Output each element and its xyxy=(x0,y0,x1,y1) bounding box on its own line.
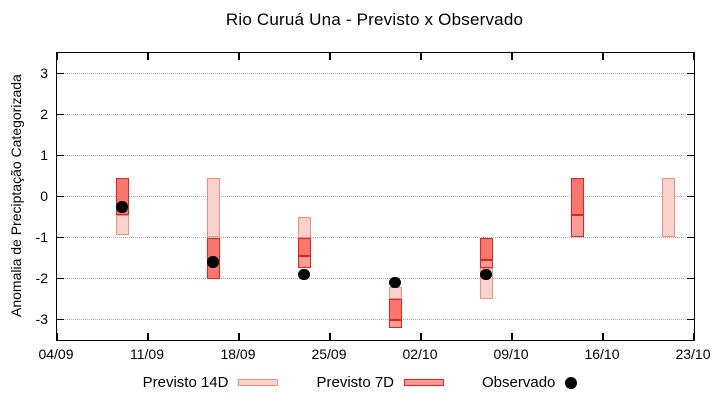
forecast-box-segment xyxy=(388,286,402,299)
y-tick-mark xyxy=(57,236,64,239)
y-tick-mark xyxy=(687,195,694,198)
observed-dot-swatch xyxy=(565,376,578,389)
y-tick-mark xyxy=(57,195,64,198)
forecast-box-segment xyxy=(570,178,584,215)
previsto-7d-swatch xyxy=(404,379,445,386)
y-tick-label: 3 xyxy=(40,64,48,81)
x-tick-label: 16/10 xyxy=(584,346,620,362)
x-tick-label: 09/10 xyxy=(493,346,529,362)
forecast-box-segment xyxy=(297,255,311,269)
forecast-box-segment xyxy=(115,214,129,236)
gridline xyxy=(57,113,694,115)
previsto-14d-swatch xyxy=(238,379,279,386)
x-tick-mark xyxy=(56,53,58,60)
y-tick-mark xyxy=(687,277,694,280)
plot-area xyxy=(56,52,695,341)
y-tick-mark xyxy=(57,277,64,280)
x-tick-mark xyxy=(56,333,58,340)
gridline xyxy=(57,72,694,74)
forecast-box-segment xyxy=(388,299,402,320)
legend-label: Previsto 14D xyxy=(142,374,229,391)
observed-point xyxy=(480,268,492,281)
x-tick-mark xyxy=(147,53,149,60)
forecast-box-segment xyxy=(479,260,493,269)
x-tick-mark xyxy=(602,333,604,340)
legend-label: Observado xyxy=(482,374,556,391)
y-tick-mark xyxy=(687,72,694,75)
x-tick-label: 11/09 xyxy=(130,346,164,362)
legend: Previsto 14D Previsto 7D Observado xyxy=(0,374,720,391)
chart-title: Rio Curuá Una - Previsto x Observado xyxy=(225,10,524,29)
observed-point xyxy=(389,276,401,289)
observed-point xyxy=(298,268,310,281)
y-tick-mark xyxy=(57,318,64,321)
gridline xyxy=(57,277,694,279)
forecast-box-segment xyxy=(661,178,675,238)
legend-item: Previsto 7D xyxy=(316,374,445,391)
y-tick-mark xyxy=(687,154,694,157)
forecast-box-segment xyxy=(388,319,402,328)
y-tick-label: -1 xyxy=(35,228,48,245)
y-tick-mark xyxy=(57,113,64,116)
y-tick-mark xyxy=(687,113,694,116)
y-tick-label: 0 xyxy=(40,187,48,204)
x-tick-mark xyxy=(602,53,604,60)
x-tick-label: 18/09 xyxy=(220,346,256,362)
x-tick-label: 23/10 xyxy=(675,346,711,362)
x-tick-mark xyxy=(147,333,149,340)
x-tick-label: 04/09 xyxy=(38,346,74,362)
x-tick-mark xyxy=(693,53,695,60)
gridline xyxy=(57,318,694,320)
x-tick-mark xyxy=(693,333,695,340)
gridline xyxy=(57,154,694,156)
x-tick-mark xyxy=(420,333,422,340)
observed-point xyxy=(116,201,128,213)
x-tick-mark xyxy=(238,53,240,60)
y-tick-label: 2 xyxy=(40,105,48,122)
legend-item: Observado xyxy=(482,374,578,391)
x-tick-mark xyxy=(329,333,331,340)
legend-label: Previsto 7D xyxy=(316,374,395,391)
y-tick-mark xyxy=(687,318,694,321)
x-tick-mark xyxy=(511,333,513,340)
y-tick-mark xyxy=(687,236,694,239)
y-tick-label: 1 xyxy=(40,146,48,163)
x-tick-label: 25/09 xyxy=(311,346,347,362)
forecast-box-segment xyxy=(297,217,311,238)
legend-item: Previsto 14D xyxy=(143,374,279,391)
x-tick-mark xyxy=(420,53,422,60)
x-tick-mark xyxy=(329,53,331,60)
gridline xyxy=(57,236,694,238)
forecast-box-segment xyxy=(297,237,311,256)
x-tick-mark xyxy=(238,333,240,340)
forecast-box-segment xyxy=(570,214,584,238)
forecast-box-segment xyxy=(479,237,493,261)
y-tick-mark xyxy=(57,72,64,75)
x-tick-label: 02/10 xyxy=(402,346,438,362)
x-tick-mark xyxy=(511,53,513,60)
gridline xyxy=(57,195,694,197)
observed-point xyxy=(207,256,219,268)
forecast-box-segment xyxy=(206,178,220,238)
y-tick-label: -3 xyxy=(35,310,48,327)
y-tick-label: -2 xyxy=(35,269,48,286)
y-tick-mark xyxy=(57,154,64,157)
